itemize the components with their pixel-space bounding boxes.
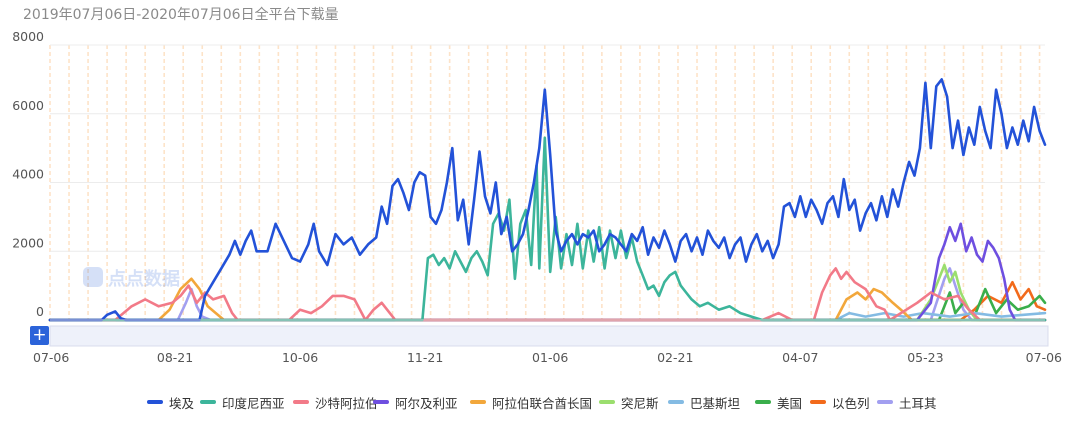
legend-label: 土耳其 <box>899 395 937 411</box>
range-slider[interactable] <box>49 325 1049 347</box>
legend-label: 巴基斯坦 <box>690 395 741 411</box>
legend-swatch <box>147 400 163 404</box>
legend-item[interactable]: 埃及 <box>147 392 194 412</box>
legend-label: 阿尔及利亚 <box>395 395 458 411</box>
watermark-logo-icon <box>83 267 103 287</box>
legend-item[interactable]: 土耳其 <box>877 392 937 412</box>
legend-swatch <box>599 400 615 404</box>
series-line-9[interactable] <box>48 267 1047 322</box>
legend-label: 阿拉伯联合酋长国 <box>492 395 593 411</box>
x-tick-label: 01-06 <box>532 350 568 365</box>
legend-swatch <box>810 400 826 404</box>
watermark-text: 点点数据 <box>108 268 180 290</box>
y-tick-label: 4000 <box>12 167 44 182</box>
legend-swatch <box>755 400 771 404</box>
series-line-0[interactable] <box>48 78 1047 322</box>
legend-swatch <box>373 400 389 404</box>
x-tick-label: 05-23 <box>907 350 943 365</box>
legend-item[interactable]: 印度尼西亚 <box>200 392 285 412</box>
series-line-2[interactable] <box>48 267 1047 322</box>
legend-label: 突尼斯 <box>621 395 659 411</box>
legend-item[interactable]: 以色列 <box>810 392 870 412</box>
chart-title: 2019年07月06日-2020年07月06日全平台下载量 <box>23 7 339 23</box>
legend-item[interactable]: 巴基斯坦 <box>668 392 740 412</box>
legend-item[interactable]: 沙特阿拉伯 <box>293 392 378 412</box>
x-tick-label: 11-21 <box>407 350 443 365</box>
legend-label: 埃及 <box>169 395 195 411</box>
legend-item[interactable]: 美国 <box>755 392 802 412</box>
legend-swatch <box>470 400 486 404</box>
legend-swatch <box>293 400 309 404</box>
series-lines <box>48 78 1047 322</box>
y-tick-label: 0 <box>36 304 44 319</box>
series-line-1[interactable] <box>48 136 1047 322</box>
y-tick-label: 2000 <box>12 235 44 250</box>
legend-item[interactable]: 阿尔及利亚 <box>373 392 458 412</box>
series-line-6[interactable] <box>48 311 1047 322</box>
series-line-7[interactable] <box>48 287 1047 322</box>
y-axis: 0 2000 4000 6000 8000 <box>12 29 1045 321</box>
x-tick-label: 10-06 <box>282 350 318 365</box>
x-tick-label: 07-06 <box>33 350 69 365</box>
y-tick-label: 6000 <box>12 98 44 113</box>
zoom-in-button[interactable]: + <box>30 326 49 345</box>
chart[interactable]: 点点数据 0 2000 4000 6000 8000 07-06 08-21 10-06 11… <box>0 0 1080 390</box>
legend-item[interactable]: 突尼斯 <box>599 392 659 412</box>
y-tick-label: 8000 <box>12 29 44 44</box>
x-tick-label: 04-07 <box>782 350 818 365</box>
legend-swatch <box>668 400 684 404</box>
x-axis: 07-06 08-21 10-06 11-21 01-06 02-21 04-07 05-23… <box>33 350 1062 365</box>
legend-label: 沙特阿拉伯 <box>315 395 378 411</box>
x-tick-label: 02-21 <box>657 350 693 365</box>
legend: 埃及 印度尼西亚 沙特阿拉伯 阿尔及利亚 阿拉伯联合酋长国 突尼斯 巴基斯坦 美国 以色列 土耳其 <box>0 392 1080 412</box>
x-tick-label: 08-21 <box>157 350 193 365</box>
legend-label: 美国 <box>777 395 803 411</box>
legend-label: 印度尼西亚 <box>222 395 285 411</box>
x-tick-label: 07-06 <box>1026 350 1062 365</box>
legend-item[interactable]: 阿拉伯联合酋长国 <box>470 392 592 412</box>
legend-swatch <box>200 400 216 404</box>
series-line-3[interactable] <box>48 222 1047 322</box>
legend-label: 以色列 <box>832 395 870 411</box>
watermark-logo: 点点数据 <box>83 267 180 290</box>
legend-swatch <box>877 400 893 404</box>
